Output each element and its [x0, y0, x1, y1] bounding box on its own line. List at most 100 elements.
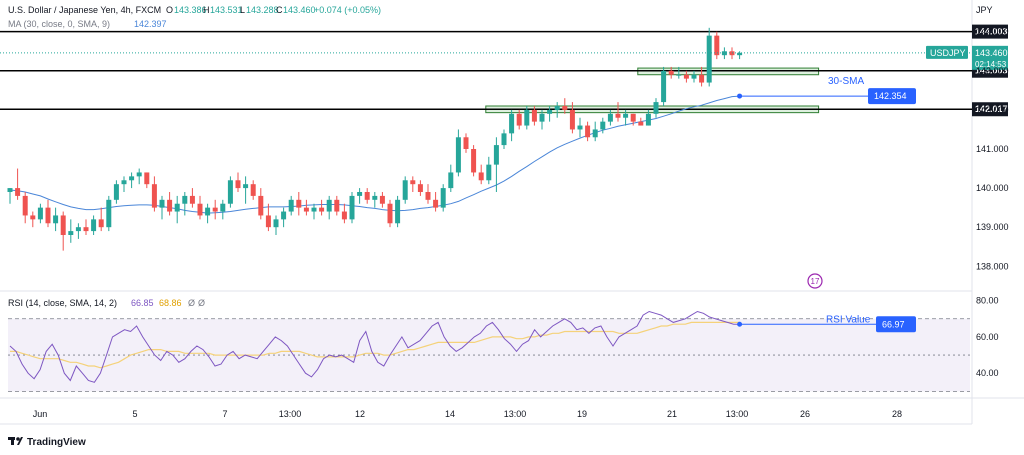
candle-body: [326, 199, 332, 212]
candle-body: [379, 195, 385, 204]
ohlc-l-label: L: [240, 5, 245, 15]
candle-body: [699, 74, 705, 83]
events-badge[interactable]: 17: [807, 273, 823, 289]
candle-body: [235, 180, 241, 189]
time-tick-label: 14: [445, 409, 455, 419]
rsi-value-bg: [876, 316, 916, 333]
sma-line: [9, 95, 740, 214]
candle-body: [303, 207, 309, 212]
candle-body: [212, 207, 218, 212]
rsi-ma-legend-value: 68.86: [159, 298, 182, 308]
candle-body: [638, 121, 644, 126]
candle-body: [478, 172, 484, 181]
candle-body: [737, 52, 743, 56]
rsi-annotation: RSI Value: [826, 314, 871, 325]
level-label-bg: [972, 102, 1008, 117]
candle-body: [645, 113, 651, 126]
candle-body: [60, 215, 66, 235]
time-tick-label: 12: [355, 409, 365, 419]
rsi-line: [9, 310, 740, 383]
candle-body: [243, 184, 249, 189]
logo-dot-icon: [16, 437, 20, 441]
candle-body: [334, 199, 340, 212]
candle-body: [585, 125, 591, 138]
candle-body: [516, 113, 522, 126]
events-badge-circle: [807, 273, 823, 289]
time-tick-label: 26: [800, 409, 810, 419]
rsi-legend-value: 66.85: [131, 298, 154, 308]
ohlc-o-label: O: [166, 5, 173, 15]
ohlc-h-label: H: [203, 5, 210, 15]
rsi-tick-label: 60.00: [976, 332, 999, 342]
logo-slash-icon: [17, 437, 23, 445]
candle-body: [83, 227, 89, 232]
candle-body: [653, 102, 659, 114]
ohlc-c-label: C: [276, 5, 283, 15]
price-tick-label: 142.000: [976, 105, 1009, 115]
candle-body: [98, 219, 104, 228]
time-tick-label: 28: [892, 409, 902, 419]
candle-body: [471, 149, 477, 173]
candle-body: [220, 203, 226, 212]
level-label: 143.003: [975, 66, 1008, 76]
candle-body: [273, 219, 279, 228]
candle-body: [341, 211, 347, 220]
price-tick-label: 144.000: [976, 27, 1009, 37]
candle-body: [288, 199, 294, 212]
ohlc-o-value: 143.386: [174, 5, 207, 15]
candle-body: [661, 70, 667, 103]
rsi-legend-null-1: Ø: [188, 298, 195, 308]
candle-body: [676, 74, 682, 76]
candle-body: [410, 180, 416, 185]
tradingview-logo[interactable]: TradingView: [8, 437, 86, 448]
ohlc-h-value: 143.531: [210, 5, 243, 15]
last-price-label: 143.460: [975, 48, 1008, 58]
sma-annotation: 30-SMA: [828, 76, 864, 87]
candle-body: [721, 51, 727, 56]
rsi-value-label: 66.97: [882, 319, 905, 329]
currency-label: JPY: [976, 5, 993, 15]
candle-body: [91, 219, 97, 232]
price-tick-label: 141.000: [976, 144, 1009, 154]
candle-body: [136, 172, 142, 177]
candle-body: [539, 113, 545, 122]
price-tick-label: 143.000: [976, 66, 1009, 76]
candle-body: [189, 195, 195, 204]
ohlc-change: +0.074 (+0.05%): [314, 5, 381, 15]
candle-body: [37, 207, 43, 220]
candle-body: [425, 192, 431, 200]
symbol-title: U.S. Dollar / Japanese Yen, 4h, FXCM: [8, 5, 161, 15]
candle-body: [440, 188, 446, 208]
candle-body: [448, 172, 454, 189]
level-label: 144.003: [975, 27, 1008, 37]
time-tick-label: 13:00: [504, 409, 527, 419]
candle-body: [501, 133, 507, 146]
candle-body: [265, 215, 271, 228]
candle-body: [630, 113, 636, 122]
time-tick-label: 13:00: [726, 409, 749, 419]
candle-body: [258, 195, 264, 216]
candle-body: [592, 129, 598, 138]
symbol-badge: USDJPY: [930, 48, 966, 58]
candle-body: [197, 203, 203, 216]
candle-body: [15, 188, 21, 196]
candle-body: [349, 195, 355, 220]
candle-body: [7, 188, 13, 192]
candle-body: [433, 199, 439, 208]
candle-body: [668, 70, 674, 75]
rsi-tick-label: 80.00: [976, 296, 999, 306]
candle-body: [402, 180, 408, 200]
candle-body: [395, 199, 401, 224]
rsi-band-lines: [8, 318, 970, 392]
candle-body: [53, 215, 59, 224]
candle-body: [607, 113, 613, 122]
ma-legend-label: MA (30, close, 0, SMA, 9): [8, 19, 110, 29]
candle-body: [615, 113, 621, 118]
candle-body: [144, 172, 150, 185]
candle-body: [45, 207, 51, 224]
logo-stem-icon: [11, 437, 14, 445]
candle-body: [121, 180, 127, 185]
rsi-ma-line: [10, 321, 740, 369]
events-badge-text: 17: [811, 277, 820, 286]
candle-body: [486, 164, 492, 181]
